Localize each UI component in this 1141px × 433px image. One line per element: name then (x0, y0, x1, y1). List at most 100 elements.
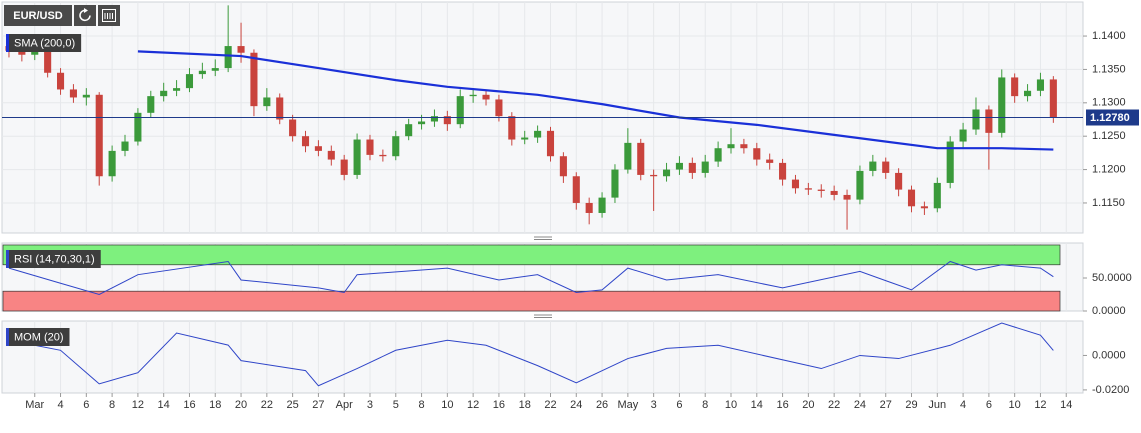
candle-body (160, 90, 168, 97)
symbol: EUR/USD (13, 10, 63, 22)
candle-body (69, 89, 77, 98)
x-tick-label: 4 (960, 399, 966, 411)
last-price-tag (1086, 109, 1139, 126)
panel-divider[interactable] (534, 314, 552, 318)
candle-body (147, 96, 155, 113)
candle-body (95, 94, 103, 177)
x-tick-label: 14 (751, 399, 763, 411)
y-tick-label: 0.0000 (1092, 305, 1126, 317)
candle-body (598, 197, 606, 213)
candle-body (791, 179, 800, 189)
candle-body (237, 46, 245, 53)
refresh-icon (79, 9, 91, 22)
candle-body (985, 109, 993, 133)
candle-body (121, 141, 129, 151)
x-tick-label: 10 (441, 399, 453, 411)
indicator-tag-bg (6, 328, 70, 346)
candle-body (920, 206, 928, 209)
candle-body (495, 99, 503, 117)
y-tick-label: 1.1300 (1092, 97, 1126, 109)
candle-body (637, 142, 645, 175)
symbol-button[interactable] (4, 5, 72, 26)
x-tick-label: 5 (393, 399, 399, 411)
x-tick-label: 22 (261, 399, 273, 411)
x-tick-label: 12 (132, 399, 144, 411)
candle-body (624, 142, 632, 170)
candle-body (1036, 79, 1044, 91)
candle-body (508, 116, 516, 140)
settings-icon-bars (104, 13, 113, 19)
candle-body (44, 49, 52, 73)
candle-body (740, 144, 748, 149)
candle-body (173, 88, 181, 91)
settings-icon (102, 9, 116, 22)
candle-body (314, 146, 322, 151)
candle-body (134, 112, 142, 142)
indicator-tag-text: RSI (14,70,30,1) (14, 253, 95, 265)
indicator-tag-bar (6, 250, 9, 268)
candle-body (18, 50, 26, 55)
settings-button[interactable] (98, 5, 120, 26)
candle-body (108, 150, 116, 177)
x-tick-label: 29 (905, 399, 917, 411)
x-tick-label: Mar (25, 399, 44, 411)
candle-body (56, 72, 65, 90)
candle-body (224, 46, 232, 69)
x-tick-label: 20 (802, 399, 814, 411)
x-tick-label: 25 (286, 399, 298, 411)
candle-body (701, 161, 709, 173)
refresh-icon-arrow (84, 8, 88, 13)
candle-body (843, 194, 851, 200)
y-tick-label: 1.1200 (1092, 163, 1126, 175)
x-tick-label: 14 (158, 399, 170, 411)
x-tick-label: 3 (367, 399, 373, 411)
candle-body (907, 189, 916, 207)
y-tick-label: 1.1400 (1092, 30, 1126, 42)
x-tick-label: 26 (596, 399, 608, 411)
x-tick-label: 27 (312, 399, 324, 411)
candle-body (340, 159, 348, 175)
x-tick-label: 8 (418, 399, 424, 411)
panels (1, 1, 1084, 394)
candle-body (1024, 90, 1032, 97)
x-tick-label: 10 (725, 399, 737, 411)
refresh-button[interactable] (74, 5, 96, 26)
candle-body (650, 174, 658, 177)
candle-body (430, 116, 438, 122)
candle-body (289, 119, 297, 137)
indicator-tag: SMA (200,0) (6, 34, 82, 52)
candle-body (753, 148, 761, 160)
chart-layer: 1.1400 1.1350 1.1300 1.1250 1.1200 1.1150 SMA … (2, 5, 1139, 411)
x-tick-label: 6 (986, 399, 992, 411)
x-tick-label: 22 (828, 399, 840, 411)
candle-body (998, 77, 1006, 133)
candle-body (276, 97, 284, 120)
y-tick-label: 50.0000 (1092, 272, 1132, 284)
candle-body (198, 70, 206, 75)
x-tick-label: 12 (1034, 399, 1046, 411)
indicator-line (8, 322, 1054, 387)
candle-body (443, 116, 451, 125)
candle-body (456, 96, 464, 125)
x-tick-label: 16 (493, 399, 505, 411)
x-tick-label: 10 (1009, 399, 1021, 411)
y-tick-label: 1.1350 (1092, 63, 1126, 75)
candle-body (559, 156, 567, 177)
candle-body (882, 161, 890, 173)
candle-body (418, 121, 426, 125)
candle-body (469, 94, 477, 97)
y-tick-label: 1.1250 (1092, 130, 1126, 142)
x-tick-label: 20 (235, 399, 247, 411)
toolbar: EUR/USD (4, 5, 120, 26)
candle-body (379, 154, 387, 157)
y-tick-label: 1.1150 (1092, 197, 1125, 209)
indicator-tag-bar (6, 328, 9, 346)
x-tick-label: Apr (336, 399, 353, 411)
x-tick-label: 27 (880, 399, 892, 411)
panel-divider[interactable] (534, 236, 552, 240)
candle-body (830, 190, 838, 195)
x-tick-label: 14 (1060, 399, 1072, 411)
candle-body (353, 139, 361, 175)
candle-body (688, 162, 696, 173)
candle-body (31, 49, 39, 55)
